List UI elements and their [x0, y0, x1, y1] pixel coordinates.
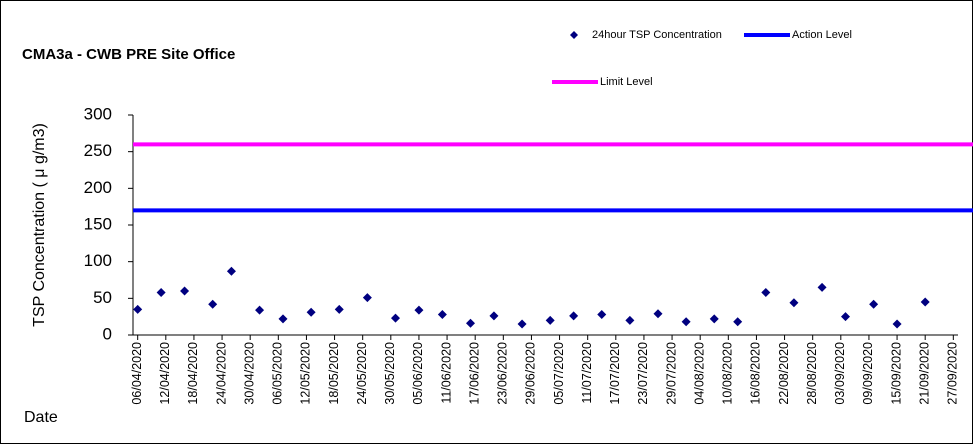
data-point [226, 266, 236, 276]
x-tick-label: 11/07/2020 [580, 342, 594, 404]
x-tick-label: 28/08/2020 [805, 342, 819, 405]
legend-label: 24hour TSP Concentration [592, 29, 722, 41]
data-point [489, 311, 499, 321]
data-point [681, 317, 691, 327]
x-tick-label: 22/08/2020 [777, 342, 791, 405]
data-point [789, 298, 799, 308]
data-point [841, 312, 850, 322]
data-point [255, 305, 265, 315]
data-point [133, 304, 143, 314]
y-tick-label: 0 [103, 324, 112, 343]
data-point [920, 297, 930, 307]
data-point [597, 309, 607, 319]
x-tick-label: 23/07/2020 [636, 342, 650, 405]
data-point [156, 287, 166, 297]
data-point [362, 293, 372, 303]
legend-marker [570, 31, 578, 39]
data-point [569, 311, 579, 321]
y-tick-label: 50 [93, 288, 112, 307]
x-tick-label: 06/04/2020 [130, 342, 144, 405]
legend-label: Limit Level [600, 76, 653, 88]
x-tick-label: 27/09/2020 [946, 342, 960, 405]
x-tick-label: 23/06/2020 [496, 342, 510, 405]
x-tick-label: 24/05/2020 [355, 342, 369, 405]
data-point [278, 314, 288, 324]
data-point [180, 286, 190, 296]
data-point [545, 315, 555, 325]
x-tick-label: 30/05/2020 [383, 342, 397, 405]
x-tick-label: 29/06/2020 [524, 342, 538, 405]
x-tick-label: 15/09/2020 [889, 342, 903, 405]
y-tick-label: 250 [84, 141, 112, 160]
x-tick-label: 12/04/2020 [158, 342, 172, 405]
x-tick-label: 09/09/2020 [861, 342, 875, 405]
data-point [709, 314, 719, 324]
x-tick-label: 18/05/2020 [327, 342, 341, 405]
data-point [208, 299, 218, 309]
data-point [517, 319, 527, 329]
y-tick-label: 300 [84, 104, 112, 123]
data-point [437, 309, 447, 319]
data-point [733, 317, 743, 327]
data-point [653, 309, 663, 319]
x-tick-label: 21/09/2020 [917, 342, 931, 405]
x-tick-label: 11/06/2020 [439, 342, 453, 404]
y-tick-label: 100 [84, 251, 112, 270]
y-tick-label: 150 [84, 214, 112, 233]
x-tick-label: 16/08/2020 [749, 342, 763, 405]
x-tick-label: 17/06/2020 [467, 342, 481, 405]
data-point [306, 307, 316, 317]
data-point [892, 319, 902, 329]
x-tick-label: 24/04/2020 [214, 342, 228, 405]
data-point [761, 287, 771, 297]
y-axis-label: TSP Concentration ( μ g/m3) [31, 123, 48, 327]
x-tick-label: 06/05/2020 [271, 342, 285, 405]
data-point [466, 318, 475, 328]
y-tick-label: 200 [84, 178, 112, 197]
x-tick-label: 10/08/2020 [721, 342, 735, 405]
data-point [869, 299, 879, 309]
data-point [414, 305, 424, 315]
x-tick-label: 05/06/2020 [411, 342, 425, 405]
data-point [817, 282, 827, 292]
x-tick-label: 18/04/2020 [186, 342, 200, 405]
x-tick-label: 04/08/2020 [692, 342, 706, 405]
data-point [391, 313, 400, 323]
x-tick-label: 17/07/2020 [608, 342, 622, 405]
legend-label: Action Level [792, 29, 852, 41]
x-tick-label: 30/04/2020 [242, 342, 256, 405]
data-point [334, 304, 344, 314]
x-tick-label: 05/07/2020 [552, 342, 566, 405]
x-axis-label: Date [24, 409, 58, 426]
x-tick-label: 03/09/2020 [833, 342, 847, 405]
data-point [625, 315, 635, 325]
x-tick-label: 12/05/2020 [299, 342, 313, 405]
chart-title: CMA3a - CWB PRE Site Office [22, 46, 235, 63]
x-tick-label: 29/07/2020 [664, 342, 678, 405]
